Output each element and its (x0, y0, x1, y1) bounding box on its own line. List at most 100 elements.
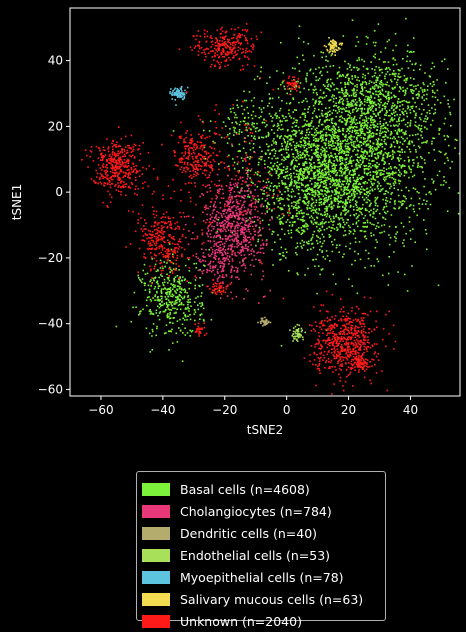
scatter-point (313, 139, 315, 141)
scatter-point (212, 236, 215, 239)
scatter-point (222, 230, 224, 232)
scatter-point (338, 222, 341, 225)
scatter-point (233, 195, 236, 198)
scatter-point (381, 159, 383, 161)
scatter-point (145, 299, 148, 302)
scatter-point (319, 222, 322, 224)
scatter-point (347, 104, 349, 106)
scatter-point (340, 147, 342, 150)
scatter-point (303, 202, 306, 205)
scatter-point (259, 229, 261, 231)
scatter-point (215, 232, 217, 234)
scatter-point (365, 193, 367, 196)
scatter-point (230, 245, 233, 247)
scatter-point (374, 72, 377, 74)
scatter-point (268, 170, 271, 173)
scatter-point (353, 196, 355, 199)
scatter-point (174, 303, 177, 305)
scatter-point (329, 110, 331, 112)
scatter-point (409, 119, 412, 122)
scatter-point (321, 146, 324, 148)
scatter-point (157, 287, 160, 290)
scatter-point (334, 130, 336, 133)
scatter-point (361, 148, 363, 150)
scatter-point (336, 155, 338, 158)
scatter-point (387, 172, 390, 175)
scatter-point (364, 133, 366, 135)
scatter-point (187, 301, 190, 304)
scatter-point (257, 195, 259, 197)
scatter-point (323, 197, 326, 200)
scatter-point (268, 187, 270, 190)
scatter-point (346, 151, 348, 153)
scatter-point (292, 156, 295, 158)
scatter-point (355, 204, 358, 207)
scatter-point (346, 140, 348, 142)
scatter-point (149, 351, 152, 353)
scatter-point (325, 135, 327, 137)
scatter-point (361, 107, 363, 110)
scatter-point (364, 207, 367, 210)
scatter-point (306, 166, 308, 169)
scatter-point (305, 225, 308, 228)
scatter-point (352, 118, 354, 121)
scatter-point (367, 257, 370, 260)
scatter-point (337, 206, 339, 209)
scatter-point (224, 125, 227, 127)
scatter-point (279, 202, 281, 205)
scatter-point (366, 192, 369, 194)
scatter-point (412, 97, 414, 99)
scatter-point (404, 91, 407, 94)
scatter-point (335, 110, 337, 112)
scatter-point (292, 122, 294, 125)
scatter-point (345, 175, 347, 178)
scatter-point (254, 198, 257, 201)
scatter-point (281, 142, 283, 145)
scatter-point (374, 120, 377, 122)
scatter-point (367, 110, 369, 113)
scatter-point (367, 135, 369, 138)
scatter-point (231, 145, 234, 147)
scatter-point (375, 170, 378, 172)
scatter-point (273, 124, 276, 126)
scatter-point (167, 299, 170, 301)
scatter-point (269, 76, 271, 79)
scatter-point (170, 248, 173, 251)
scatter-point (299, 151, 301, 153)
scatter-point (432, 91, 434, 93)
scatter-point (372, 41, 375, 44)
scatter-point (363, 230, 366, 233)
scatter-point (298, 163, 300, 165)
scatter-point (349, 195, 351, 198)
scatter-point (363, 168, 366, 170)
scatter-point (280, 128, 282, 131)
scatter-point (389, 187, 391, 190)
scatter-point (280, 41, 282, 44)
scatter-point (230, 235, 232, 238)
scatter-point (359, 230, 362, 232)
scatter-point (306, 143, 309, 145)
scatter-point (330, 121, 333, 124)
scatter-point (238, 170, 240, 172)
scatter-point (344, 176, 347, 179)
scatter-point (327, 163, 330, 166)
scatter-point (332, 224, 334, 226)
scatter-point (420, 87, 422, 89)
scatter-point (279, 191, 281, 193)
scatter-point (297, 179, 300, 182)
scatter-point (222, 281, 224, 283)
scatter-point (356, 180, 359, 182)
scatter-point (344, 223, 346, 226)
scatter-point (326, 115, 329, 117)
scatter-point (398, 164, 401, 166)
scatter-point (243, 227, 246, 229)
scatter-point (341, 142, 343, 145)
scatter-point (278, 109, 281, 112)
scatter-point (421, 166, 423, 169)
scatter-point (312, 72, 315, 75)
scatter-point (319, 96, 321, 98)
scatter-point (399, 154, 401, 157)
scatter-point (318, 209, 321, 211)
scatter-point (351, 160, 353, 162)
scatter-point (404, 151, 406, 153)
